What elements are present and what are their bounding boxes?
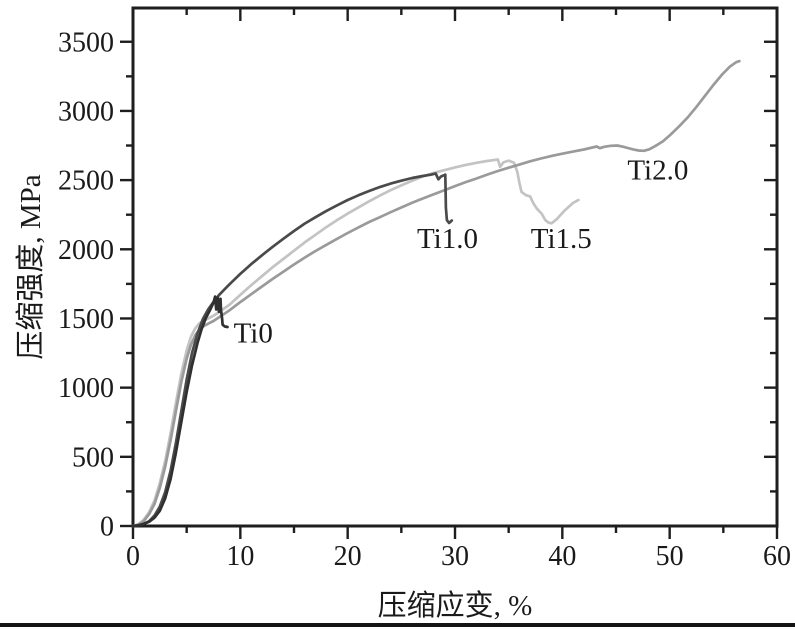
y-tick-label: 3000 — [58, 96, 114, 127]
y-tick-label: 2500 — [58, 166, 114, 197]
x-tick-label: 10 — [226, 541, 254, 572]
curve-ti10 — [131, 172, 454, 528]
y-tick-label: 0 — [100, 512, 114, 543]
curve-label-ti20: Ti2.0 — [627, 154, 688, 186]
curve-label-ti0: Ti0 — [234, 318, 273, 350]
plot-frame — [131, 6, 779, 528]
x-tick-label: 40 — [548, 541, 576, 572]
x-tick-label: 30 — [441, 541, 469, 572]
curve-label-ti10: Ti1.0 — [417, 223, 478, 255]
page-bottom-rule — [0, 623, 795, 627]
x-axis-title: 压缩应变, % — [377, 590, 533, 622]
y-axis-title: 压缩强度, MPa — [15, 174, 47, 360]
curve-ti20 — [131, 59, 741, 528]
curve-ti0 — [131, 295, 229, 528]
x-tick-label: 50 — [656, 541, 684, 572]
curve-ti15 — [131, 158, 580, 528]
y-tick-label: 2000 — [58, 235, 114, 266]
curve-label-ti15: Ti1.5 — [531, 223, 592, 255]
y-tick-label: 500 — [72, 442, 114, 473]
x-tick-label: 20 — [334, 541, 362, 572]
y-tick-label: 1000 — [58, 373, 114, 404]
y-tick-label: 3500 — [58, 27, 114, 58]
x-tick-label: 60 — [763, 541, 791, 572]
x-tick-label: 0 — [126, 541, 140, 572]
y-tick-label: 1500 — [58, 304, 114, 335]
